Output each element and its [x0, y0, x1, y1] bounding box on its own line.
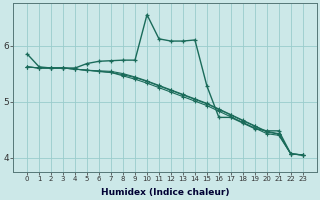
X-axis label: Humidex (Indice chaleur): Humidex (Indice chaleur)	[101, 188, 229, 197]
